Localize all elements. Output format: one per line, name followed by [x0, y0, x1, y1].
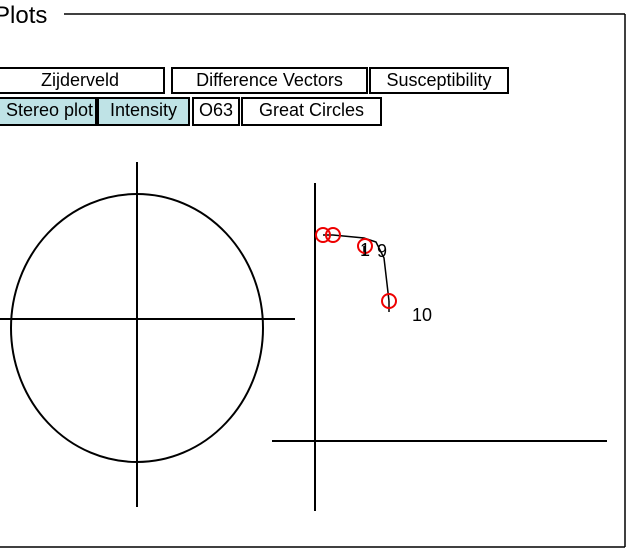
- zij-points: [315, 227, 397, 309]
- zij-ticks: [363, 246, 390, 312]
- point-label: 9: [377, 241, 387, 261]
- tab[interactable]: Zijderveld: [0, 67, 165, 94]
- tab[interactable]: Susceptibility: [369, 67, 509, 94]
- tab[interactable]: O63: [192, 97, 240, 126]
- tab[interactable]: Difference Vectors: [171, 67, 368, 94]
- tab[interactable]: Stereo plot: [0, 97, 97, 126]
- panel-title: Plots: [0, 2, 47, 29]
- tab[interactable]: Great Circles: [241, 97, 382, 126]
- tab[interactable]: Intensity: [97, 97, 190, 126]
- point-label: 10: [412, 305, 432, 325]
- point-label: 1: [360, 240, 370, 260]
